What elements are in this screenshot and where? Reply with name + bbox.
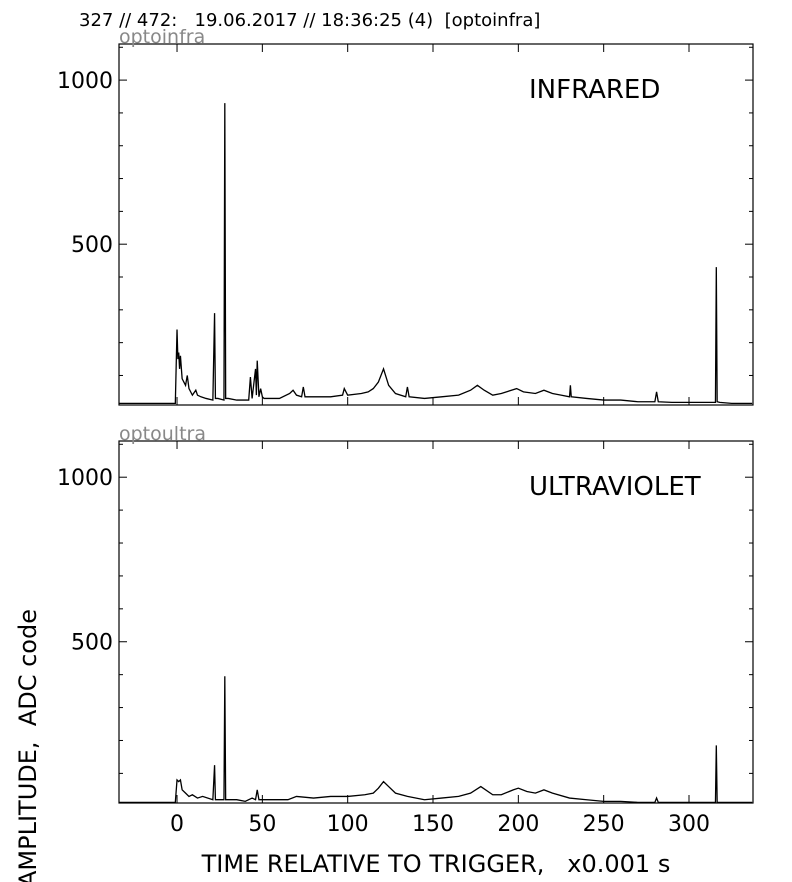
x-tick-label: 300 [668,812,710,837]
header: 327 // 472: 19.06.2017 // 18:36:25 (4) [… [79,10,540,31]
axes-frame [118,43,754,406]
y-tick-label: 500 [71,631,113,656]
x-tick-label: 200 [497,812,539,837]
signal-line [119,676,753,803]
x-tick-label: 0 [170,812,184,837]
signal-line [119,103,753,405]
y-tick-label: 1000 [57,69,113,94]
x-tick-label: 50 [248,812,276,837]
y-tick-label: 1000 [57,466,113,491]
panel-annotation: ULTRAVIOLET [529,472,701,502]
x-axis-label: TIME RELATIVE TO TRIGGER, x0.001 s [201,850,671,878]
axes-frame [118,440,754,804]
y-axis-label: AMPLITUDE, ADC code [14,609,42,882]
panel-annotation: INFRARED [529,75,660,105]
x-tick-label: 250 [583,812,625,837]
x-tick-label: 150 [412,812,454,837]
y-tick-label: 500 [71,233,113,258]
panel-subtitle: optoinfra [119,26,205,48]
panel-subtitle: optoultra [119,423,206,445]
x-tick-label: 100 [327,812,369,837]
